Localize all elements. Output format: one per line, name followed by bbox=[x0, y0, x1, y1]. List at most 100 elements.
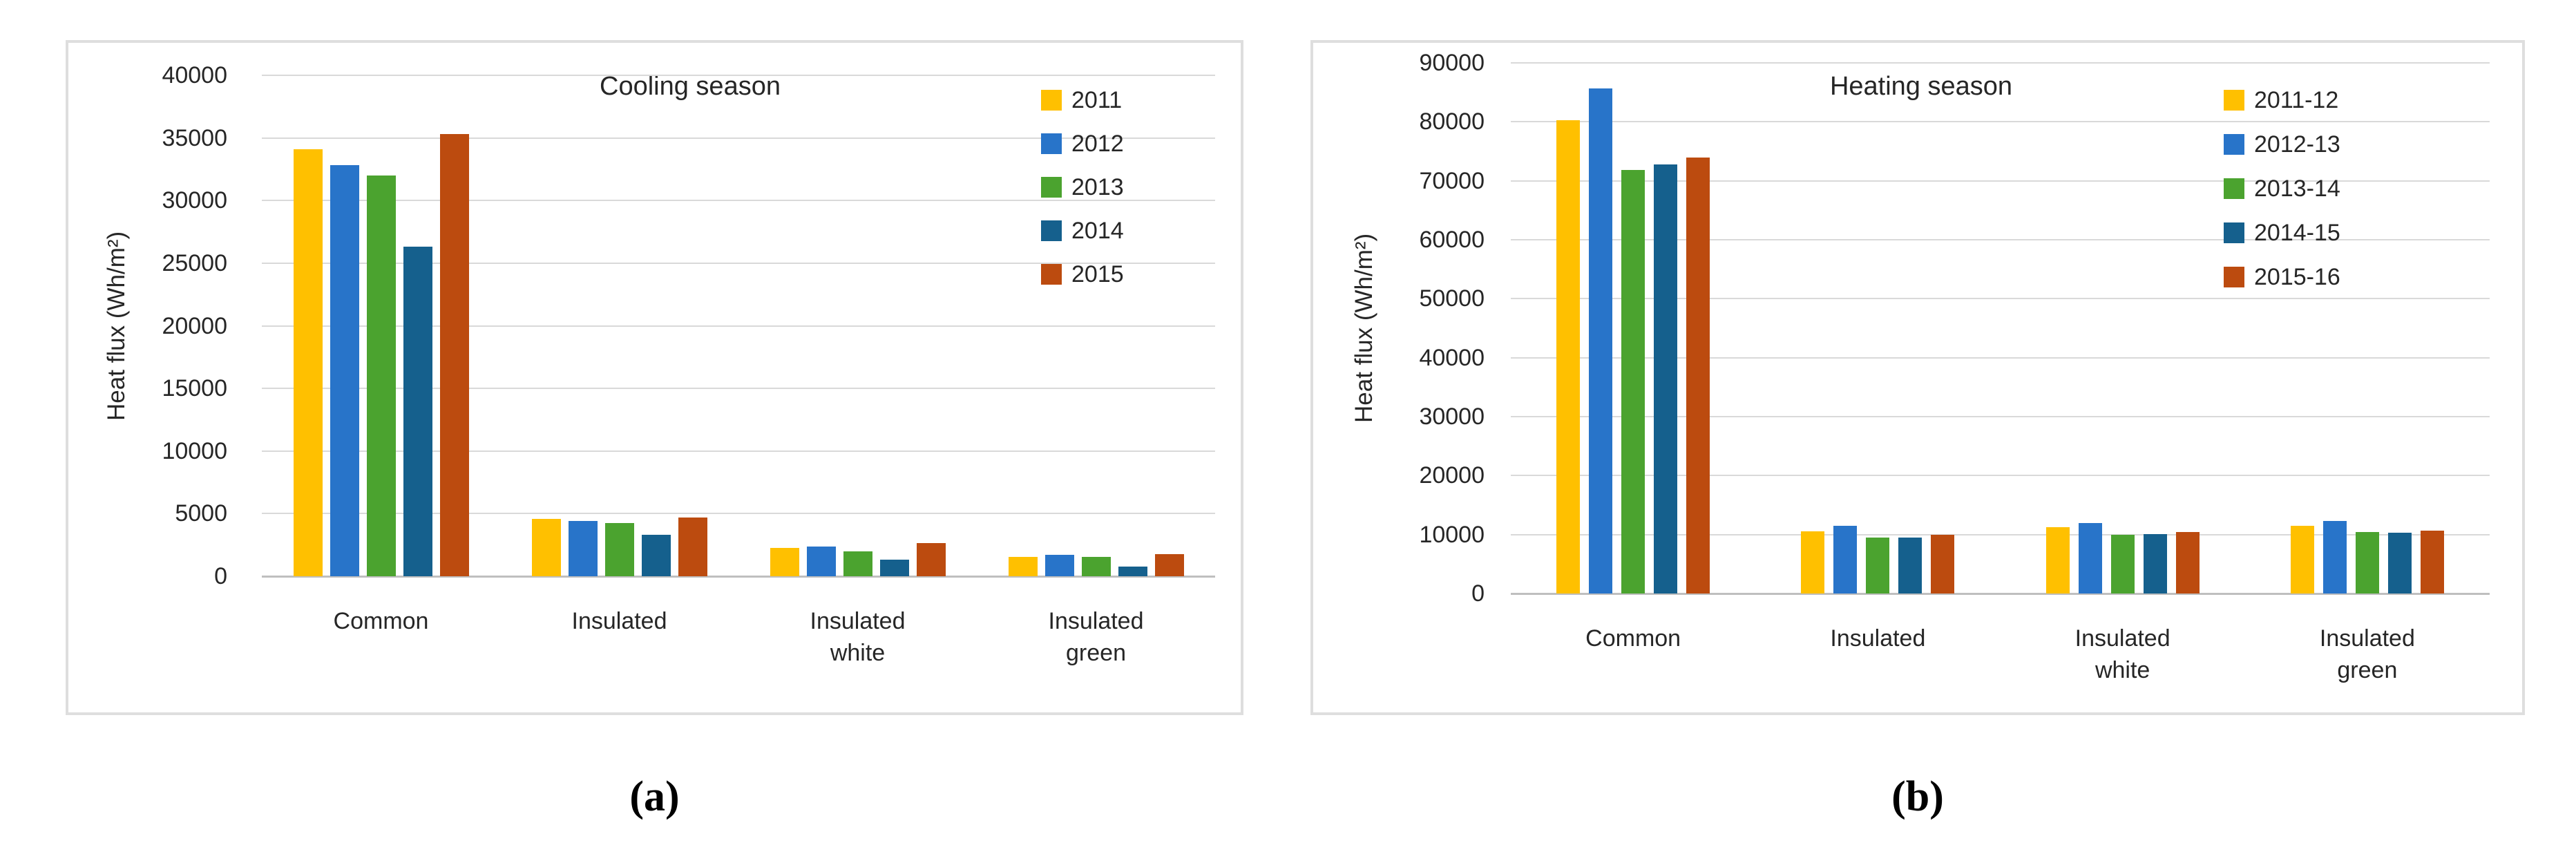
bar-2015-insulated-white bbox=[917, 543, 946, 576]
legend-label: 2013-14 bbox=[2254, 175, 2340, 202]
legend-item-2013: 2013 bbox=[1041, 175, 1124, 199]
bar-2012-common bbox=[330, 165, 359, 576]
gridline bbox=[262, 450, 1215, 452]
bar-2012-13-insulated bbox=[1833, 526, 1857, 594]
bar-2014-insulated-green bbox=[1118, 567, 1147, 576]
y-tick-label: 0 bbox=[1471, 580, 1485, 607]
bar-2013-insulated bbox=[605, 523, 634, 576]
bar-2012-insulated-white bbox=[807, 547, 836, 576]
x-category-label: Insulated white bbox=[2074, 625, 2170, 683]
bar-2011-insulated bbox=[532, 519, 561, 576]
y-tick-label: 30000 bbox=[1419, 404, 1485, 430]
y-tick-label: 35000 bbox=[162, 124, 227, 151]
bar-2012-insulated-green bbox=[1045, 555, 1074, 576]
legend-label: 2014 bbox=[1071, 218, 1124, 244]
bar-2015-16-common bbox=[1686, 158, 1710, 594]
legend-item-2014-15: 2014-15 bbox=[2224, 221, 2340, 245]
legend-label: 2012-13 bbox=[2254, 131, 2340, 158]
gridline bbox=[1511, 298, 2490, 300]
legend-swatch-icon bbox=[2224, 134, 2244, 155]
heating-season-chart-panel: Heating season Heat flux (Wh/m²) 0 10000 2… bbox=[1310, 40, 2525, 715]
y-tick-label: 20000 bbox=[162, 312, 227, 339]
y-tick-label: 90000 bbox=[1419, 50, 1485, 76]
legend-label: 2014-15 bbox=[2254, 220, 2340, 246]
legend-swatch-icon bbox=[2224, 222, 2244, 243]
bar-2014-15-insulated bbox=[1898, 538, 1922, 594]
bar-2015-insulated bbox=[678, 518, 707, 576]
legend-item-2014: 2014 bbox=[1041, 219, 1124, 243]
x-category-label: Insulated bbox=[571, 608, 667, 634]
gridline bbox=[1511, 62, 2490, 64]
subfigure-caption-a: (a) bbox=[629, 773, 680, 820]
x-axis-line bbox=[262, 576, 1215, 578]
bar-2013-14-insulated-green bbox=[2356, 532, 2379, 594]
bar-2012-13-insulated-green bbox=[2323, 521, 2347, 594]
bar-2015-16-insulated-green bbox=[2421, 531, 2444, 594]
bar-2013-14-insulated bbox=[1866, 538, 1889, 594]
bar-2014-insulated bbox=[642, 535, 671, 576]
x-category-label: Insulated green bbox=[1048, 608, 1144, 666]
bar-2015-insulated-green bbox=[1155, 554, 1184, 576]
bar-2011-insulated-white bbox=[770, 548, 799, 576]
y-tick-label: 5000 bbox=[175, 500, 227, 527]
legend-item-2015-16: 2015-16 bbox=[2224, 265, 2340, 289]
bar-2011-12-insulated bbox=[1801, 531, 1824, 594]
legend-item-2013-14: 2013-14 bbox=[2224, 177, 2340, 200]
legend-label: 2015 bbox=[1071, 261, 1124, 287]
gridline bbox=[1511, 239, 2490, 240]
legend-swatch-icon bbox=[1041, 90, 1062, 111]
y-tick-label: 40000 bbox=[1419, 344, 1485, 371]
gridline bbox=[1511, 416, 2490, 417]
bar-2013-14-insulated-white bbox=[2111, 535, 2135, 594]
bar-2015-16-insulated bbox=[1931, 535, 1954, 594]
bar-2013-14-common bbox=[1621, 170, 1645, 594]
y-tick-label: 10000 bbox=[1419, 521, 1485, 548]
legend-swatch-icon bbox=[2224, 90, 2244, 111]
gridline bbox=[1511, 121, 2490, 123]
legend-label: 2013 bbox=[1071, 174, 1124, 200]
bar-2013-insulated-green bbox=[1082, 557, 1111, 576]
gridline bbox=[262, 513, 1215, 515]
bar-2011-common bbox=[294, 149, 323, 576]
y-tick-label: 40000 bbox=[162, 62, 227, 88]
gridline bbox=[262, 137, 1215, 139]
legend-item-2011-12: 2011-12 bbox=[2224, 88, 2338, 112]
y-tick-label: 80000 bbox=[1419, 108, 1485, 135]
bar-2013-common bbox=[367, 175, 396, 576]
bar-2012-13-common bbox=[1589, 88, 1612, 594]
bar-2011-insulated-green bbox=[1009, 557, 1038, 576]
bar-2013-insulated-white bbox=[843, 551, 872, 576]
gridline bbox=[262, 388, 1215, 390]
bar-2014-common bbox=[403, 247, 432, 576]
y-tick-label: 10000 bbox=[162, 437, 227, 464]
bar-2014-15-common bbox=[1654, 164, 1677, 594]
gridline bbox=[262, 200, 1215, 202]
chart-title: Cooling season bbox=[600, 72, 781, 101]
x-category-label: Insulated green bbox=[2319, 625, 2415, 683]
bar-2011-12-common bbox=[1556, 120, 1580, 594]
x-category-label: Insulated bbox=[1830, 625, 1926, 652]
y-tick-label: 0 bbox=[214, 563, 227, 589]
bar-2015-16-insulated-white bbox=[2176, 532, 2200, 594]
bar-2015-common bbox=[440, 134, 469, 576]
y-tick-label: 30000 bbox=[162, 187, 227, 214]
legend-label: 2011 bbox=[1071, 87, 1123, 113]
y-tick-label: 60000 bbox=[1419, 227, 1485, 253]
bar-2014-insulated-white bbox=[880, 560, 909, 576]
legend-swatch-icon bbox=[1041, 133, 1062, 154]
bar-2011-12-insulated-white bbox=[2046, 527, 2070, 594]
y-tick-label: 20000 bbox=[1419, 462, 1485, 489]
legend-item-2012-13: 2012-13 bbox=[2224, 133, 2340, 156]
legend-label: 2015-16 bbox=[2254, 264, 2340, 290]
y-tick-label: 70000 bbox=[1419, 167, 1485, 194]
legend-swatch-icon bbox=[2224, 178, 2244, 199]
bar-2014-15-insulated-green bbox=[2388, 533, 2412, 594]
legend-item-2012: 2012 bbox=[1041, 132, 1124, 155]
cooling-season-chart-panel: Cooling season Heat flux (Wh/m²) 0 5000 10… bbox=[66, 40, 1243, 715]
legend-label: 2011-12 bbox=[2254, 87, 2339, 113]
legend-swatch-icon bbox=[1041, 177, 1062, 198]
gridline bbox=[262, 262, 1215, 264]
chart-title: Heating season bbox=[1829, 72, 2013, 101]
gridline bbox=[1511, 533, 2490, 535]
subfigure-caption-b: (b) bbox=[1891, 773, 1944, 820]
